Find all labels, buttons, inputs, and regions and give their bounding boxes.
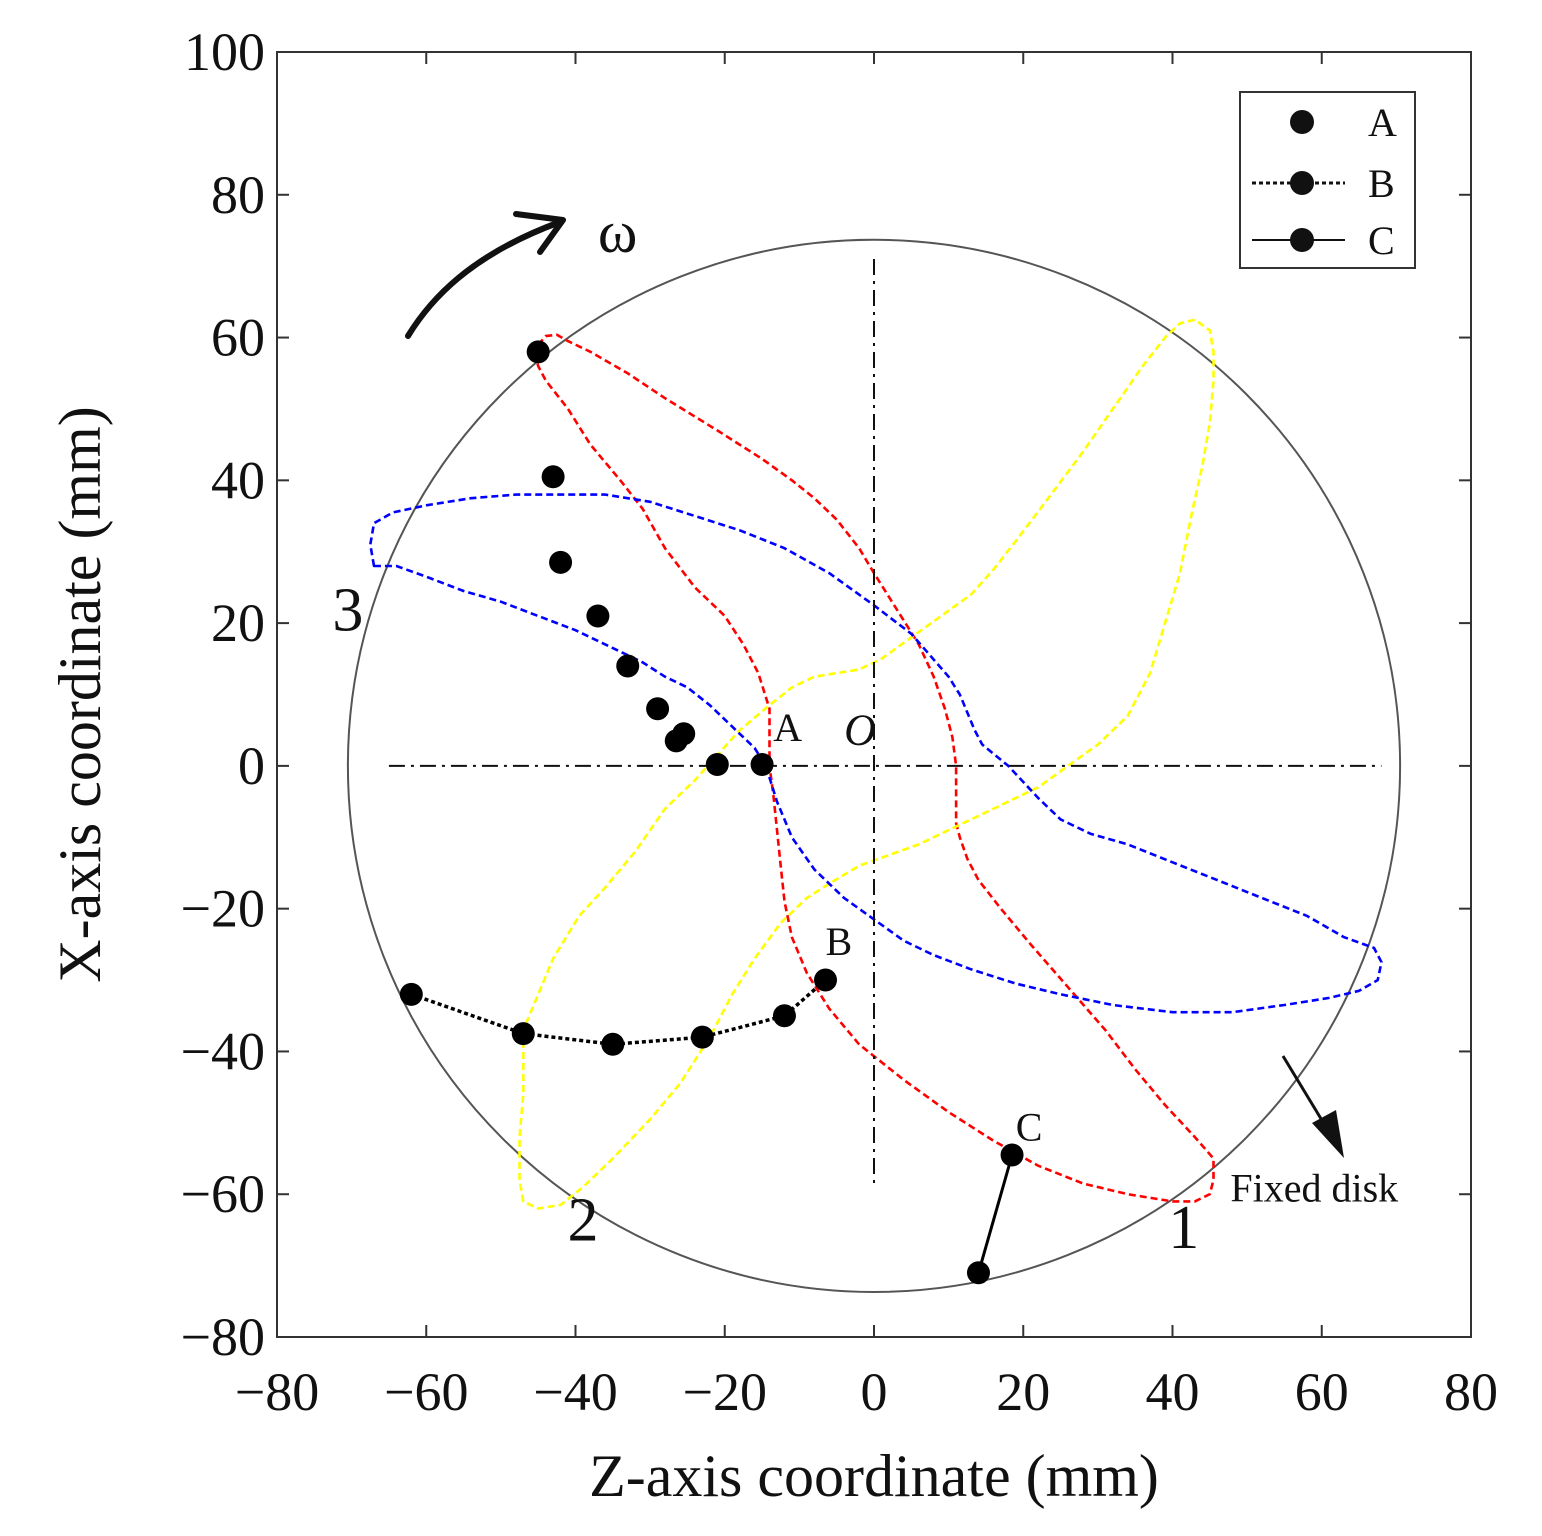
x-tick-label: −60	[384, 1362, 468, 1422]
point-label-a: A	[773, 705, 802, 750]
rotation-arrow	[405, 219, 563, 339]
x-axis-title: Z-axis coordinate (mm)	[589, 1443, 1159, 1509]
legend-marker-b	[1290, 171, 1314, 195]
series-a-point	[616, 654, 640, 678]
point-label-o: O	[844, 705, 876, 754]
series-a-point	[750, 752, 774, 776]
guides	[388, 259, 1382, 1188]
y-tick-label: 60	[211, 308, 265, 368]
x-tick-label: 80	[1444, 1362, 1498, 1422]
fixed-disk-arrow-head	[1312, 1110, 1344, 1158]
x-tick-label: 0	[861, 1362, 888, 1422]
legend-label-b: B	[1368, 161, 1395, 206]
series-a-point	[586, 604, 610, 628]
y-tick-label: −20	[181, 879, 265, 939]
y-tick-label: 80	[211, 165, 265, 225]
x-tick-label: 60	[1295, 1362, 1349, 1422]
y-tick-label: 100	[184, 22, 265, 82]
x-tick-label: 20	[996, 1362, 1050, 1422]
legend-label-c: C	[1368, 218, 1395, 263]
series-a-point	[526, 340, 550, 364]
data-series	[399, 340, 1024, 1285]
curve-number-label-3: 3	[332, 576, 363, 644]
omega-label: ω	[598, 199, 638, 265]
rotation-arrow-head	[513, 211, 566, 255]
legend-marker-a	[1290, 110, 1314, 134]
point-label-b: B	[825, 919, 852, 964]
series-b-point	[601, 1032, 625, 1056]
series-b-point	[772, 1004, 796, 1028]
legend: ABC	[1239, 91, 1416, 269]
fixed-disk-circle	[346, 238, 1402, 1293]
series-b-point	[813, 968, 837, 992]
series-b-point	[511, 1022, 535, 1046]
series-b-point	[399, 982, 423, 1006]
curve-number-label-2: 2	[567, 1187, 598, 1255]
x-tick-label: −80	[235, 1362, 319, 1422]
axes: −80 −60 −40 −20 0 20 40 60 80 100 80 60 40 20 0 −20 −40 −…	[47, 22, 1498, 1509]
y-axis-title: X-axis coordinate (mm)	[47, 406, 113, 982]
series-c-point	[1000, 1143, 1024, 1167]
profile-curve-2	[518, 318, 1215, 1210]
legend-label-a: A	[1368, 100, 1397, 145]
series-a-point	[541, 465, 565, 489]
point-label-c: C	[1016, 1105, 1043, 1150]
y-tick-label: 40	[211, 450, 265, 510]
x-tick-label: 40	[1146, 1362, 1200, 1422]
legend-marker-c	[1290, 228, 1314, 252]
series-c-point	[966, 1261, 990, 1285]
y-tick-label: −40	[181, 1021, 265, 1081]
y-tick-label: −80	[181, 1307, 265, 1367]
y-tick-label: 0	[238, 736, 265, 796]
series-b-point	[690, 1025, 714, 1049]
series-a-point	[664, 729, 688, 753]
series-a-point	[549, 550, 573, 574]
series-a-point	[705, 752, 729, 776]
legend-box	[1239, 91, 1416, 269]
fixed-disk-label: Fixed disk	[1230, 1165, 1398, 1210]
x-tick-label: −40	[533, 1362, 617, 1422]
curve-number-label-1: 1	[1168, 1194, 1199, 1262]
rotor-profiles	[346, 238, 1402, 1293]
profile-curve-3	[369, 493, 1383, 1014]
y-tick-label: −60	[181, 1164, 265, 1224]
series-c-line	[977, 1154, 1014, 1274]
series-a-point	[646, 697, 670, 721]
annotations: A O B C 1 2 3 Fixed disk ω	[332, 199, 1398, 1262]
y-tick-label: 20	[211, 593, 265, 653]
fixed-disk-arrow-shaft	[1281, 1055, 1328, 1128]
x-tick-label: −20	[683, 1362, 767, 1422]
